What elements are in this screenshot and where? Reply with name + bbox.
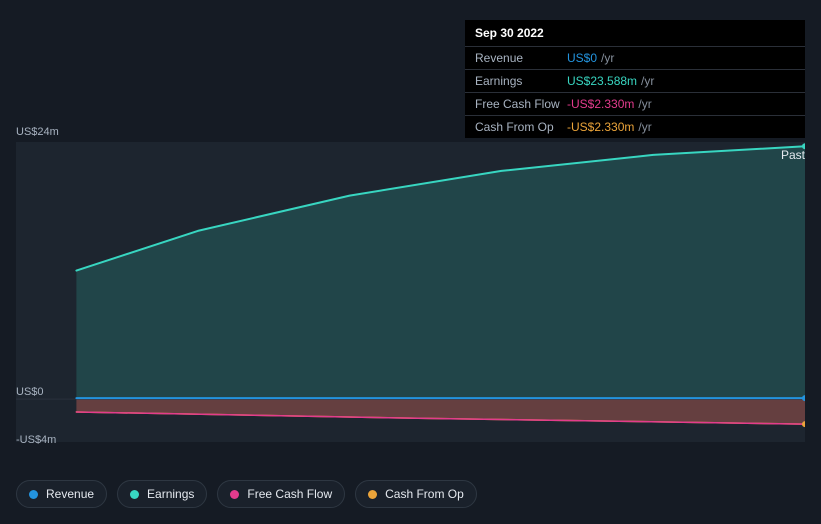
tooltip-value: US$0 (567, 51, 597, 65)
legend-item-revenue[interactable]: Revenue (16, 480, 107, 508)
tooltip-unit: /yr (638, 97, 651, 111)
swatch-icon (29, 490, 38, 499)
tooltip-value: -US$2.330m (567, 97, 634, 111)
tooltip-value: US$23.588m (567, 74, 637, 88)
y-tick-label-bottom: -US$4m (16, 434, 56, 446)
y-tick-label-top: US$24m (16, 126, 59, 138)
legend-item-earnings[interactable]: Earnings (117, 480, 207, 508)
tooltip-panel: Sep 30 2022 Revenue US$0 /yr Earnings US… (465, 20, 805, 138)
legend-label: Cash From Op (385, 487, 464, 501)
legend-item-fcf[interactable]: Free Cash Flow (217, 480, 345, 508)
tooltip-row-fcf: Free Cash Flow -US$2.330m /yr (465, 93, 805, 116)
swatch-icon (368, 490, 377, 499)
legend: Revenue Earnings Free Cash Flow Cash Fro… (16, 480, 477, 508)
y-tick-label-zero: US$0 (16, 386, 44, 398)
tooltip-row-earnings: Earnings US$23.588m /yr (465, 70, 805, 93)
legend-item-cfo[interactable]: Cash From Op (355, 480, 477, 508)
swatch-icon (130, 490, 139, 499)
legend-label: Free Cash Flow (247, 487, 332, 501)
past-label: Past (781, 148, 805, 162)
legend-label: Earnings (147, 487, 194, 501)
tooltip-unit: /yr (601, 51, 614, 65)
chart-svg (16, 142, 805, 442)
tooltip-label: Free Cash Flow (475, 97, 567, 111)
legend-label: Revenue (46, 487, 94, 501)
tooltip-date: Sep 30 2022 (465, 20, 805, 47)
tooltip-unit: /yr (641, 74, 654, 88)
tooltip-label: Revenue (475, 51, 567, 65)
tooltip-row-revenue: Revenue US$0 /yr (465, 47, 805, 70)
chart-area: US$24m Past US$0 -US$4m (16, 124, 805, 454)
tooltip-label: Earnings (475, 74, 567, 88)
swatch-icon (230, 490, 239, 499)
